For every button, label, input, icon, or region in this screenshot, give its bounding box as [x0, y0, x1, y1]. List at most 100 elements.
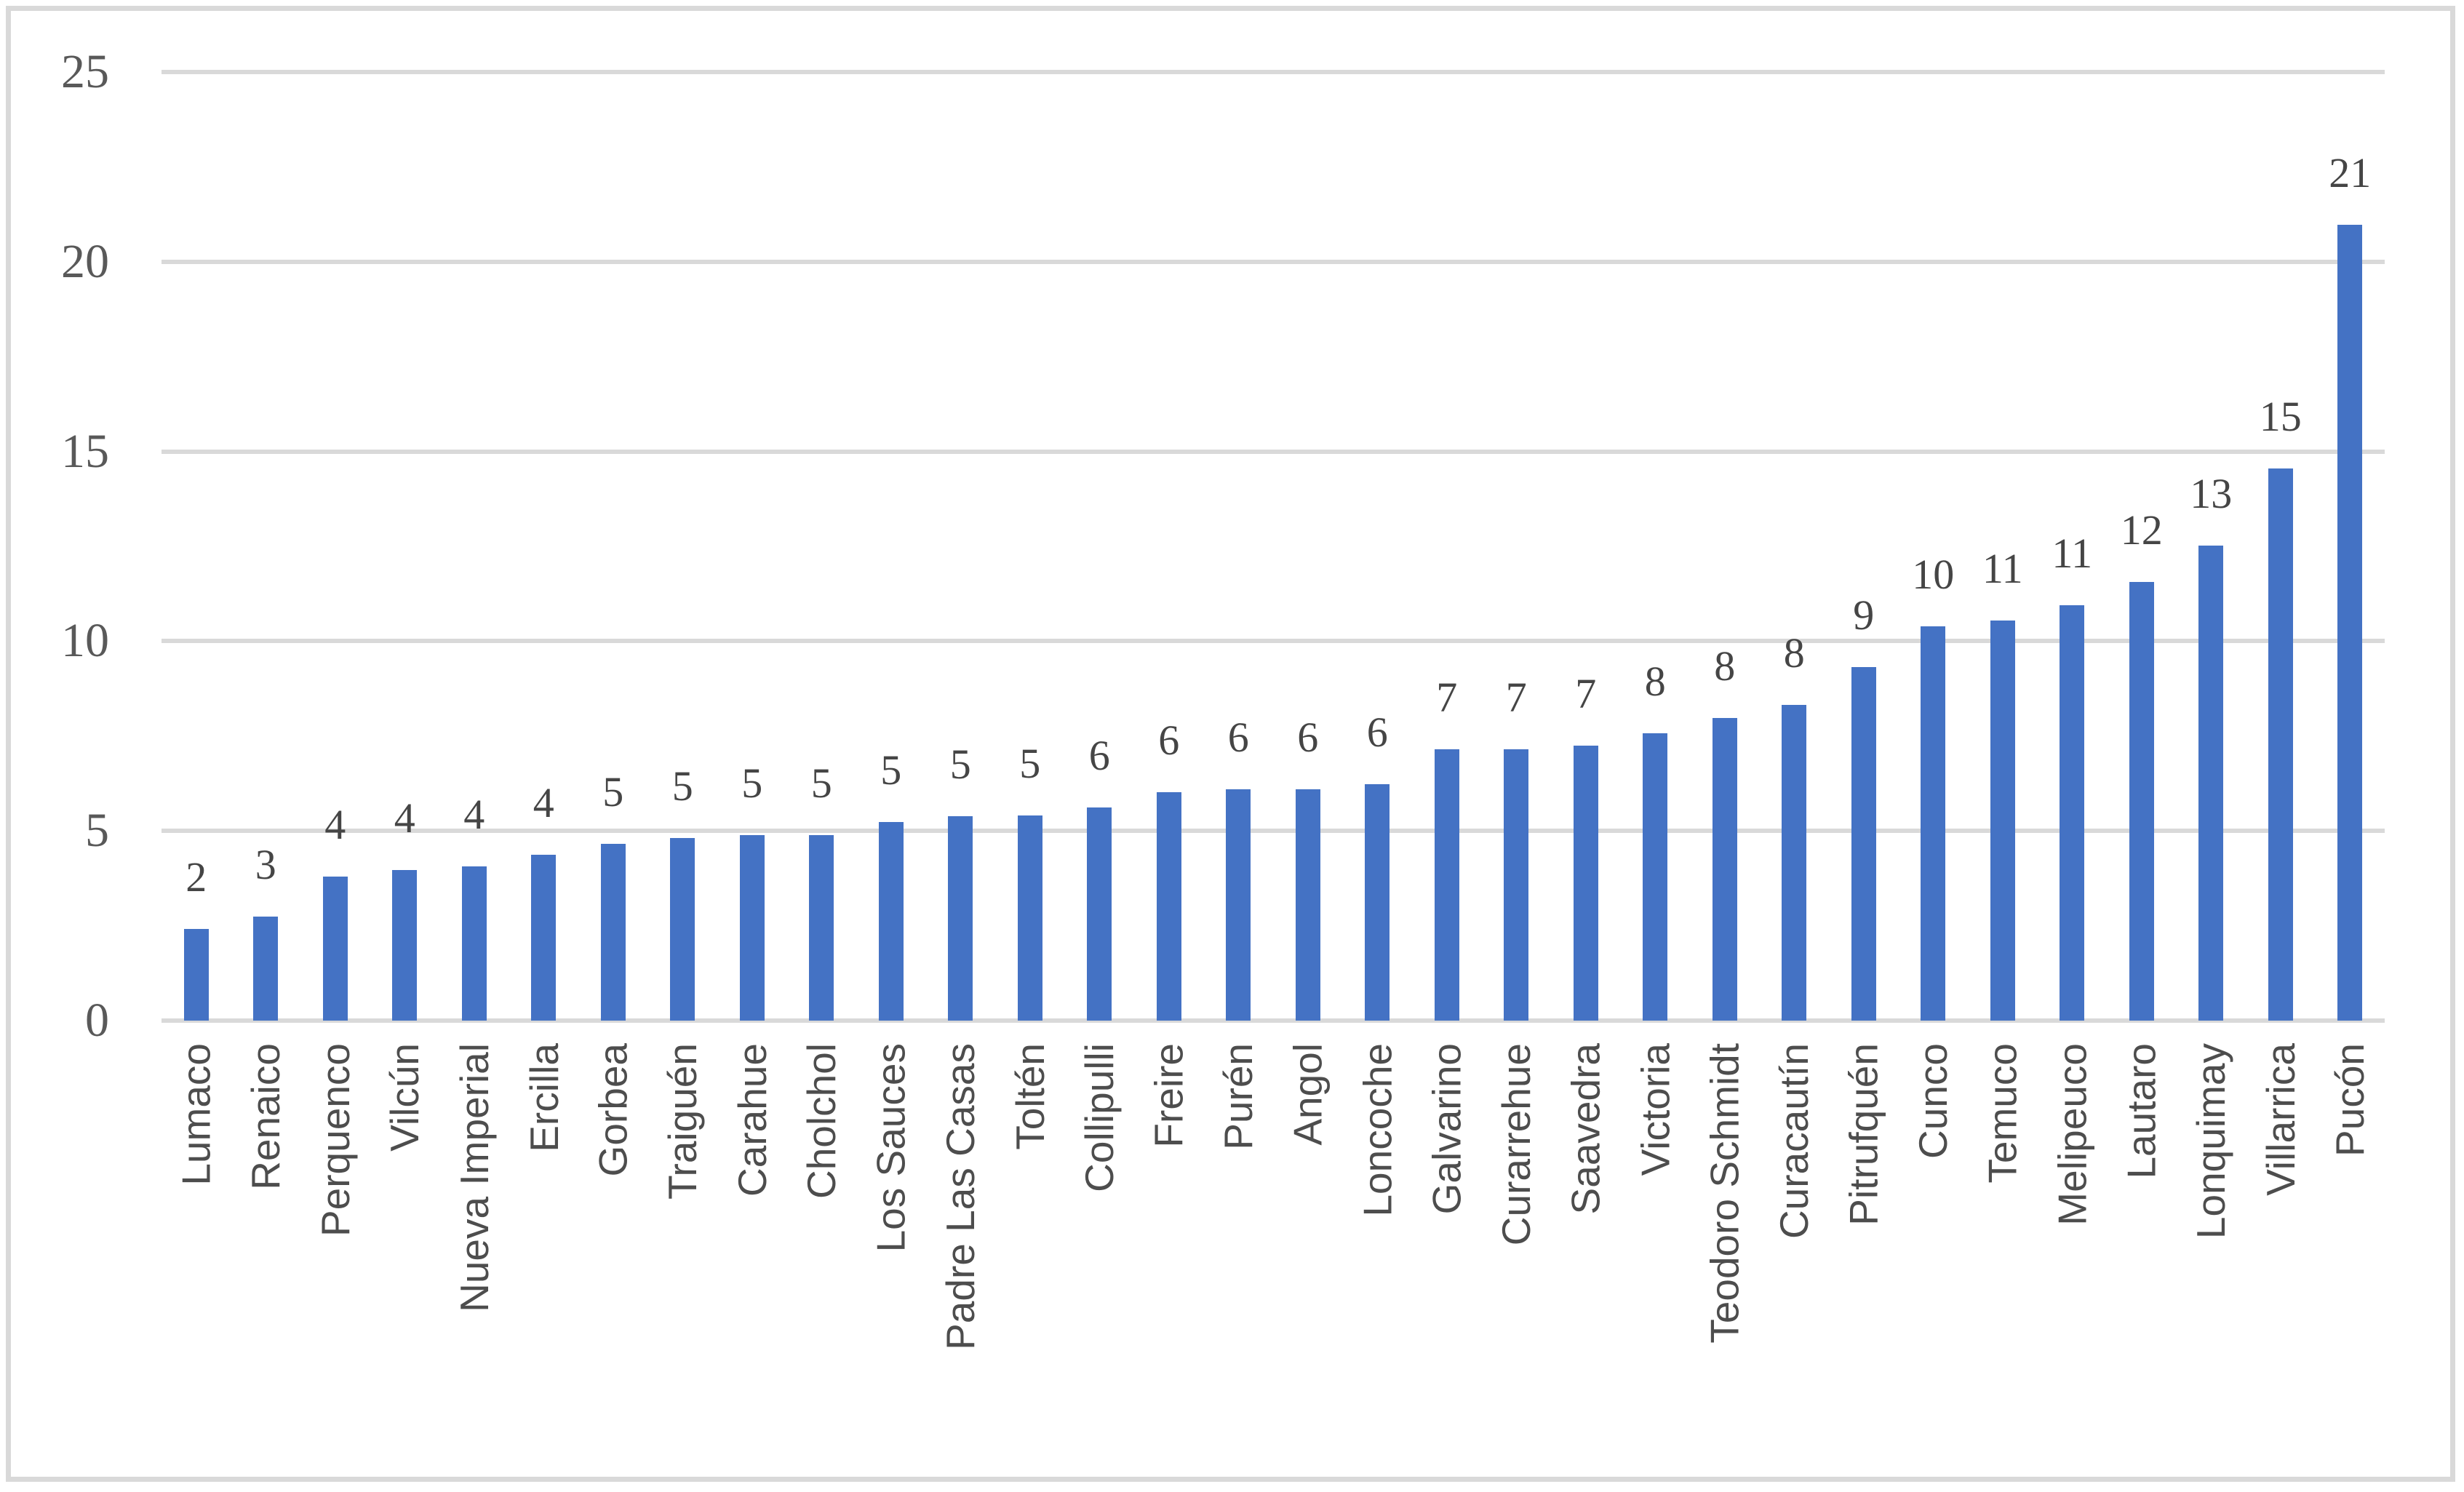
category-label-text: Toltén — [1007, 1043, 1053, 1150]
category-label-text: Vilcún — [382, 1043, 428, 1152]
bar-value-label: 6 — [1366, 708, 1388, 756]
bar-value-label: 11 — [2052, 530, 2093, 578]
category-label-text: Padre Las Casas — [938, 1043, 984, 1350]
category-label-text: Carahue — [729, 1043, 775, 1197]
bar — [1156, 791, 1181, 1021]
category-label-text: Gorbea — [590, 1043, 636, 1177]
bar — [670, 838, 695, 1021]
bar — [1643, 733, 1668, 1021]
category-label-text: Purén — [1216, 1043, 1261, 1150]
category-label-text: Lonquimay — [2188, 1043, 2234, 1240]
category-label-text: Cunco — [1910, 1043, 1956, 1159]
y-axis-tick-label: 10 — [61, 614, 109, 668]
bar-value-label: 6 — [1158, 716, 1180, 764]
bar — [183, 928, 209, 1021]
category-label-text: Collipulli — [1077, 1043, 1123, 1192]
category-label-text: Los Sauces — [868, 1043, 914, 1253]
bar-value-label: 8 — [1714, 642, 1736, 690]
bar-value-label: 7 — [1436, 673, 1458, 721]
bar-value-label: 5 — [602, 767, 624, 815]
bar — [600, 843, 626, 1021]
bar — [809, 835, 834, 1021]
bar — [1434, 749, 1459, 1021]
bar-value-label: 7 — [1575, 670, 1597, 718]
gridline — [162, 639, 2385, 644]
bar-value-label: 4 — [533, 779, 554, 827]
bar-value-label: 5 — [1019, 740, 1041, 788]
category-label-text: Lumaco — [173, 1043, 219, 1186]
bar-value-label: 15 — [2259, 392, 2302, 440]
bar — [2268, 468, 2293, 1021]
bar-value-label: 5 — [671, 762, 693, 810]
bar — [461, 866, 487, 1021]
bar — [392, 870, 418, 1021]
category-label-text: Renaico — [243, 1043, 289, 1190]
category-label-text: Ercilla — [521, 1043, 567, 1152]
category-label-text: Curacautín — [1771, 1043, 1817, 1240]
category-label-text: Loncoche — [1355, 1043, 1400, 1217]
bar — [1851, 666, 1876, 1021]
bar-value-label: 6 — [1297, 713, 1319, 761]
gridline — [162, 259, 2385, 264]
bar — [2129, 582, 2154, 1021]
bar-value-label: 2 — [186, 853, 207, 901]
category-label-text: Saavedra — [1563, 1043, 1608, 1215]
bar — [2337, 225, 2363, 1021]
category-label-text: Freire — [1146, 1043, 1192, 1148]
bar — [253, 917, 279, 1021]
bar-value-label: 4 — [324, 800, 346, 848]
bar — [1990, 620, 2015, 1021]
bar — [2198, 546, 2224, 1021]
gridline — [162, 449, 2385, 454]
bar-value-label: 11 — [1982, 544, 2023, 592]
bar-value-label: 10 — [1912, 550, 1955, 598]
category-label-text: Lautaro — [2118, 1043, 2164, 1179]
category-label-text: Cholchol — [799, 1043, 845, 1200]
y-axis-tick-label: 20 — [61, 234, 109, 288]
y-axis-tick-label: 0 — [85, 994, 109, 1047]
bar-value-label: 5 — [949, 740, 971, 788]
bar — [322, 876, 348, 1021]
bar-value-label: 5 — [880, 746, 902, 794]
bar-value-label: 12 — [2120, 506, 2163, 554]
bar — [1573, 746, 1598, 1021]
category-label-text: Melipeuco — [2049, 1043, 2095, 1226]
bar — [878, 821, 904, 1021]
category-label-text: Pitrufquén — [1841, 1043, 1886, 1226]
bar — [1921, 626, 1946, 1021]
bar-value-label: 4 — [463, 790, 485, 838]
x-axis-line — [162, 1018, 2385, 1023]
bar — [1782, 705, 1807, 1021]
category-label-text: Perquenco — [312, 1043, 358, 1237]
bar — [2060, 605, 2085, 1021]
category-label-text: Nueva Imperial — [451, 1043, 497, 1312]
y-axis-tick-label: 25 — [61, 45, 109, 98]
bar — [1017, 815, 1042, 1021]
bar-value-label: 3 — [255, 841, 276, 889]
bar-value-label: 5 — [741, 759, 763, 807]
gridline — [162, 70, 2385, 74]
category-label-text: Temuco — [1979, 1043, 2025, 1184]
category-label-text: Traiguén — [660, 1043, 706, 1200]
bar-value-label: 4 — [394, 794, 415, 842]
bar-value-label: 7 — [1505, 673, 1527, 721]
bar-value-label: 6 — [1088, 731, 1110, 779]
bar-value-label: 9 — [1853, 591, 1875, 639]
category-label-text: Villarrica — [2257, 1043, 2303, 1196]
bar — [1365, 783, 1390, 1021]
bar-value-label: 5 — [810, 759, 832, 807]
bar — [739, 835, 765, 1021]
category-label-text: Angol — [1285, 1043, 1331, 1146]
category-label-text: Curarrehue — [1494, 1043, 1539, 1246]
category-label-text: Teodoro Schmidt — [1702, 1043, 1747, 1344]
bar-value-label: 21 — [2329, 149, 2372, 197]
bar-value-label: 8 — [1644, 657, 1666, 705]
bar-value-label: 13 — [2190, 470, 2233, 518]
bar — [1504, 749, 1529, 1021]
y-axis-tick-label: 5 — [85, 804, 109, 858]
y-axis-tick-label: 15 — [61, 424, 109, 478]
category-label-text: Galvarino — [1424, 1043, 1470, 1215]
bar-value-label: 6 — [1227, 713, 1249, 761]
gridline — [162, 829, 2385, 834]
